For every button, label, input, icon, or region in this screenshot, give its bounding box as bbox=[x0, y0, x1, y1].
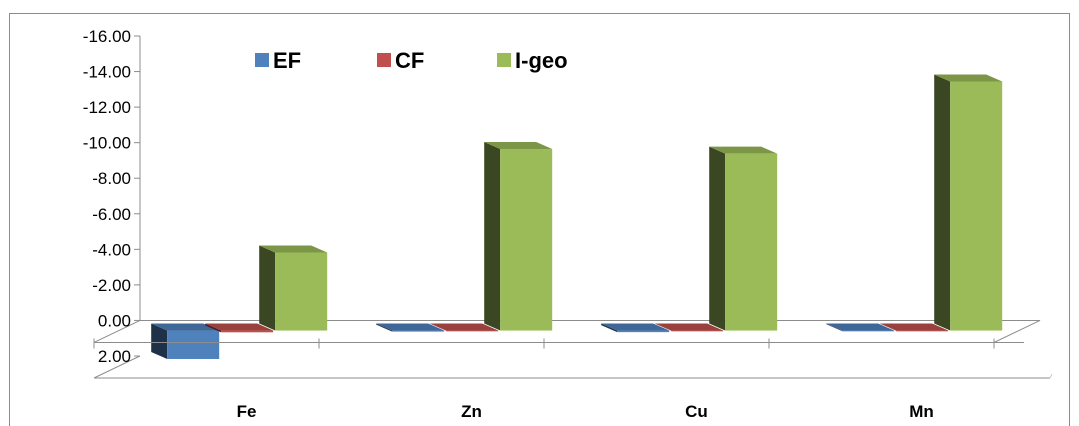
bar-EF-Cu bbox=[601, 323, 670, 333]
bar-CF-Zn bbox=[430, 323, 499, 332]
bar-front bbox=[500, 149, 553, 331]
bar-side bbox=[655, 323, 672, 331]
bar-front bbox=[392, 330, 445, 332]
y-tick-label: -8.00 bbox=[92, 169, 131, 188]
bar-top bbox=[880, 323, 949, 331]
y-tick-label: -14.00 bbox=[83, 63, 131, 82]
x-tick-label: Mn bbox=[909, 402, 934, 421]
y-tick-label: 2.00 bbox=[98, 347, 131, 366]
x-axis: Fe Zn Cu Mn bbox=[93, 338, 1024, 421]
bar-side bbox=[934, 74, 951, 331]
bar-front bbox=[167, 330, 220, 359]
legend-item-EF: EF bbox=[255, 48, 301, 73]
bar-top bbox=[709, 146, 778, 154]
bar-side bbox=[430, 323, 447, 331]
bar-CF-Cu bbox=[655, 323, 724, 332]
legend-item-I-geo: I-geo bbox=[497, 48, 568, 73]
bars bbox=[151, 74, 1003, 359]
bar-top bbox=[601, 323, 670, 331]
bar-side bbox=[205, 323, 222, 333]
bar-side bbox=[151, 323, 168, 359]
bar-top bbox=[430, 323, 499, 331]
y-axis: -16.00 -14.00 -12.00 -10.00 -8.00 -6.00 -4.00 -… bbox=[83, 27, 140, 366]
bar-top bbox=[205, 323, 274, 331]
legend-swatch bbox=[255, 53, 269, 67]
legend-label: EF bbox=[273, 48, 301, 73]
bar-I-geo-Zn bbox=[484, 142, 553, 331]
bar-I-geo-Cu bbox=[709, 146, 778, 331]
bar-front bbox=[671, 330, 724, 332]
y-tick-label: 0.00 bbox=[98, 311, 131, 330]
floor-right-edge bbox=[1049, 373, 1053, 379]
bar-side bbox=[376, 323, 393, 332]
bar-top bbox=[259, 245, 328, 253]
bar-front bbox=[221, 330, 274, 333]
bar-CF-Mn bbox=[880, 323, 949, 332]
legend: EF CF I-geo bbox=[255, 48, 568, 73]
bar-front bbox=[446, 330, 499, 332]
bar-front bbox=[275, 252, 328, 331]
chart-frame bbox=[9, 13, 1070, 426]
legend-label: CF bbox=[395, 48, 424, 73]
legend-label: I-geo bbox=[515, 48, 568, 73]
bar-side bbox=[259, 245, 276, 331]
legend-swatch bbox=[497, 53, 511, 67]
bar-EF-Mn bbox=[826, 323, 895, 332]
bar-top bbox=[376, 323, 445, 331]
x-tick-label: Fe bbox=[237, 402, 257, 421]
bar-EF-Zn bbox=[376, 323, 445, 332]
bar-EF-Fe bbox=[151, 323, 220, 359]
bar-CF-Fe bbox=[205, 323, 274, 333]
bar-front bbox=[842, 330, 895, 332]
bar-I-geo-Fe bbox=[259, 245, 328, 331]
bar-side bbox=[880, 323, 897, 331]
bar-top bbox=[826, 323, 895, 331]
x-tick-label: Zn bbox=[461, 402, 482, 421]
y-tick-label: -10.00 bbox=[83, 134, 131, 153]
bar-side bbox=[601, 323, 618, 333]
bar-top bbox=[934, 74, 1003, 82]
y-tick-label: -4.00 bbox=[92, 240, 131, 259]
legend-swatch bbox=[377, 53, 391, 67]
y-tick-label: -6.00 bbox=[92, 205, 131, 224]
y-tick-label: -2.00 bbox=[92, 276, 131, 295]
bar-front bbox=[617, 330, 670, 333]
bar-side bbox=[484, 142, 501, 331]
y-tick-label: -12.00 bbox=[83, 98, 131, 117]
bar-top bbox=[655, 323, 724, 331]
bar-front bbox=[950, 81, 1003, 331]
bar-top bbox=[151, 323, 220, 331]
bar-side bbox=[709, 146, 726, 331]
bar-I-geo-Mn bbox=[934, 74, 1003, 331]
bar-side bbox=[826, 323, 843, 332]
legend-item-CF: CF bbox=[377, 48, 424, 73]
x-tick-label: Cu bbox=[685, 402, 708, 421]
y-tick-label: -16.00 bbox=[83, 27, 131, 46]
bar-front bbox=[725, 153, 778, 331]
bar-top bbox=[484, 142, 553, 150]
floor-left-edge bbox=[93, 355, 141, 379]
bar-front bbox=[896, 330, 949, 332]
